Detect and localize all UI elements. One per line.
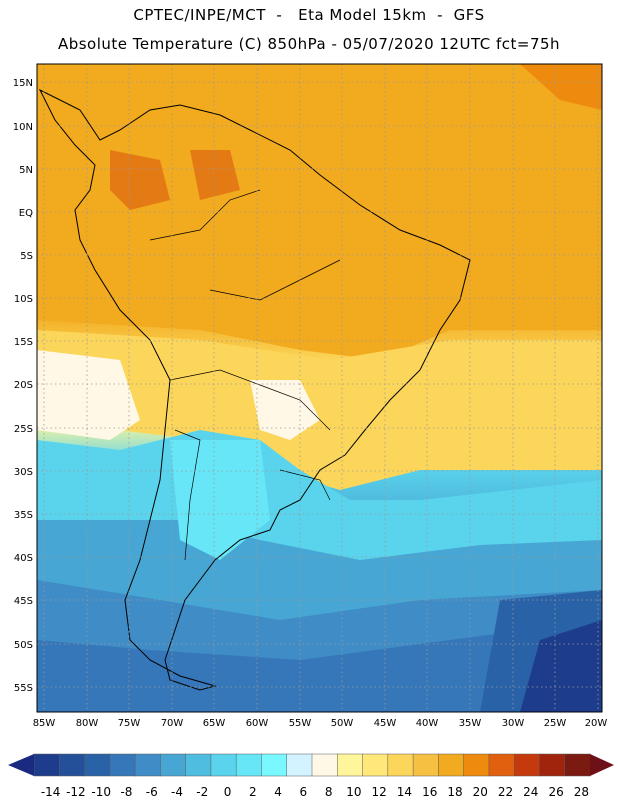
colorbar-label: 14 bbox=[397, 785, 412, 799]
colorbar-label: 12 bbox=[372, 785, 387, 799]
colorbar-high-arrow bbox=[590, 754, 614, 776]
colorbar-swatch bbox=[109, 753, 136, 777]
lat-label: 30S bbox=[14, 467, 33, 478]
lon-label: 75W bbox=[118, 718, 141, 729]
lat-label: 5N bbox=[19, 165, 33, 176]
latitude-labels: 15N 10N 5N EQ 5S 10S 15S 20S 25S 30S 35S… bbox=[13, 78, 33, 694]
lat-label: 40S bbox=[14, 553, 33, 564]
colorbar-swatch bbox=[261, 753, 288, 777]
colorbar-label: -10 bbox=[91, 785, 111, 799]
longitude-labels: 85W 80W 75W 70W 65W 60W 55W 50W 45W 40W … bbox=[33, 718, 608, 729]
lon-label: 80W bbox=[76, 718, 99, 729]
title-line-2: Absolute Temperature (C) 850hPa - 05/07/… bbox=[57, 35, 561, 53]
lat-label: 25S bbox=[14, 424, 33, 435]
colorbar-label: 8 bbox=[325, 785, 333, 799]
colorbar-swatch bbox=[463, 753, 490, 777]
lon-label: 40W bbox=[416, 718, 439, 729]
colorbar-swatch bbox=[160, 753, 187, 777]
lat-label: 55S bbox=[14, 683, 33, 694]
colorbar-label: 26 bbox=[548, 785, 563, 799]
colorbar-swatch bbox=[286, 753, 313, 777]
colorbar-label: 10 bbox=[346, 785, 361, 799]
colorbar-label: -2 bbox=[196, 785, 208, 799]
colorbar-label: 22 bbox=[498, 785, 513, 799]
colorbar-label: 2 bbox=[249, 785, 257, 799]
title-line-1: CPTEC/INPE/MCT - Eta Model 15km - GFS bbox=[133, 6, 485, 24]
colorbar-swatch bbox=[513, 753, 540, 777]
lat-label: 20S bbox=[14, 380, 33, 391]
colorbar-swatch bbox=[539, 753, 566, 777]
colorbar-labels: -14 -12 -10 -8 -6 -4 -2 0 2 4 6 8 10 12 14 16 18 20 22 24 26… bbox=[41, 785, 589, 799]
lon-label: 45W bbox=[374, 718, 397, 729]
colorbar-swatch bbox=[210, 753, 237, 777]
colorbar-swatch bbox=[337, 753, 364, 777]
temperature-field bbox=[37, 64, 602, 712]
colorbar-label: 6 bbox=[300, 785, 308, 799]
lat-label: 10N bbox=[13, 122, 33, 133]
lat-label: 45S bbox=[14, 596, 33, 607]
lat-label: 50S bbox=[14, 640, 33, 651]
lat-label: 35S bbox=[14, 510, 33, 521]
colorbar-label: -4 bbox=[171, 785, 183, 799]
lon-label: 20W bbox=[585, 718, 608, 729]
lat-label: 15N bbox=[13, 78, 33, 89]
lon-label: 35W bbox=[459, 718, 482, 729]
lon-label: 25W bbox=[544, 718, 567, 729]
colorbar-swatch bbox=[84, 753, 111, 777]
colorbar-label: 4 bbox=[274, 785, 282, 799]
colorbar-label: 20 bbox=[473, 785, 488, 799]
lon-label: 65W bbox=[203, 718, 226, 729]
colorbar-swatch bbox=[33, 753, 60, 777]
colorbar-label: 24 bbox=[523, 785, 538, 799]
colorbar-swatch bbox=[362, 753, 389, 777]
lon-label: 50W bbox=[331, 718, 354, 729]
lat-label: 10S bbox=[14, 294, 33, 305]
colorbar-swatch bbox=[134, 753, 161, 777]
colorbar-swatch bbox=[564, 753, 591, 777]
lon-label: 85W bbox=[33, 718, 56, 729]
colorbar-swatch bbox=[235, 753, 262, 777]
colorbar-swatch bbox=[311, 753, 338, 777]
lat-label: 15S bbox=[14, 337, 33, 348]
lon-label: 30W bbox=[502, 718, 525, 729]
lon-label: 55W bbox=[289, 718, 312, 729]
colorbar-label: 0 bbox=[224, 785, 232, 799]
colorbar-low-arrow bbox=[8, 754, 34, 776]
lat-label: 5S bbox=[20, 251, 33, 262]
colorbar-label: 28 bbox=[574, 785, 589, 799]
colorbar-swatch bbox=[438, 753, 465, 777]
colorbar-swatch bbox=[59, 753, 86, 777]
colorbar-label: 18 bbox=[447, 785, 462, 799]
colorbar-label: -6 bbox=[146, 785, 158, 799]
colorbar-label: 16 bbox=[422, 785, 437, 799]
colorbar bbox=[8, 753, 614, 777]
colorbar-swatch bbox=[185, 753, 212, 777]
colorbar-swatch bbox=[488, 753, 515, 777]
colorbar-swatch bbox=[387, 753, 414, 777]
colorbar-label: -12 bbox=[66, 785, 86, 799]
lon-label: 70W bbox=[161, 718, 184, 729]
lat-label: EQ bbox=[19, 208, 33, 219]
lon-label: 60W bbox=[246, 718, 269, 729]
colorbar-label: -14 bbox=[41, 785, 61, 799]
colorbar-label: -8 bbox=[120, 785, 132, 799]
colorbar-swatch bbox=[412, 753, 439, 777]
